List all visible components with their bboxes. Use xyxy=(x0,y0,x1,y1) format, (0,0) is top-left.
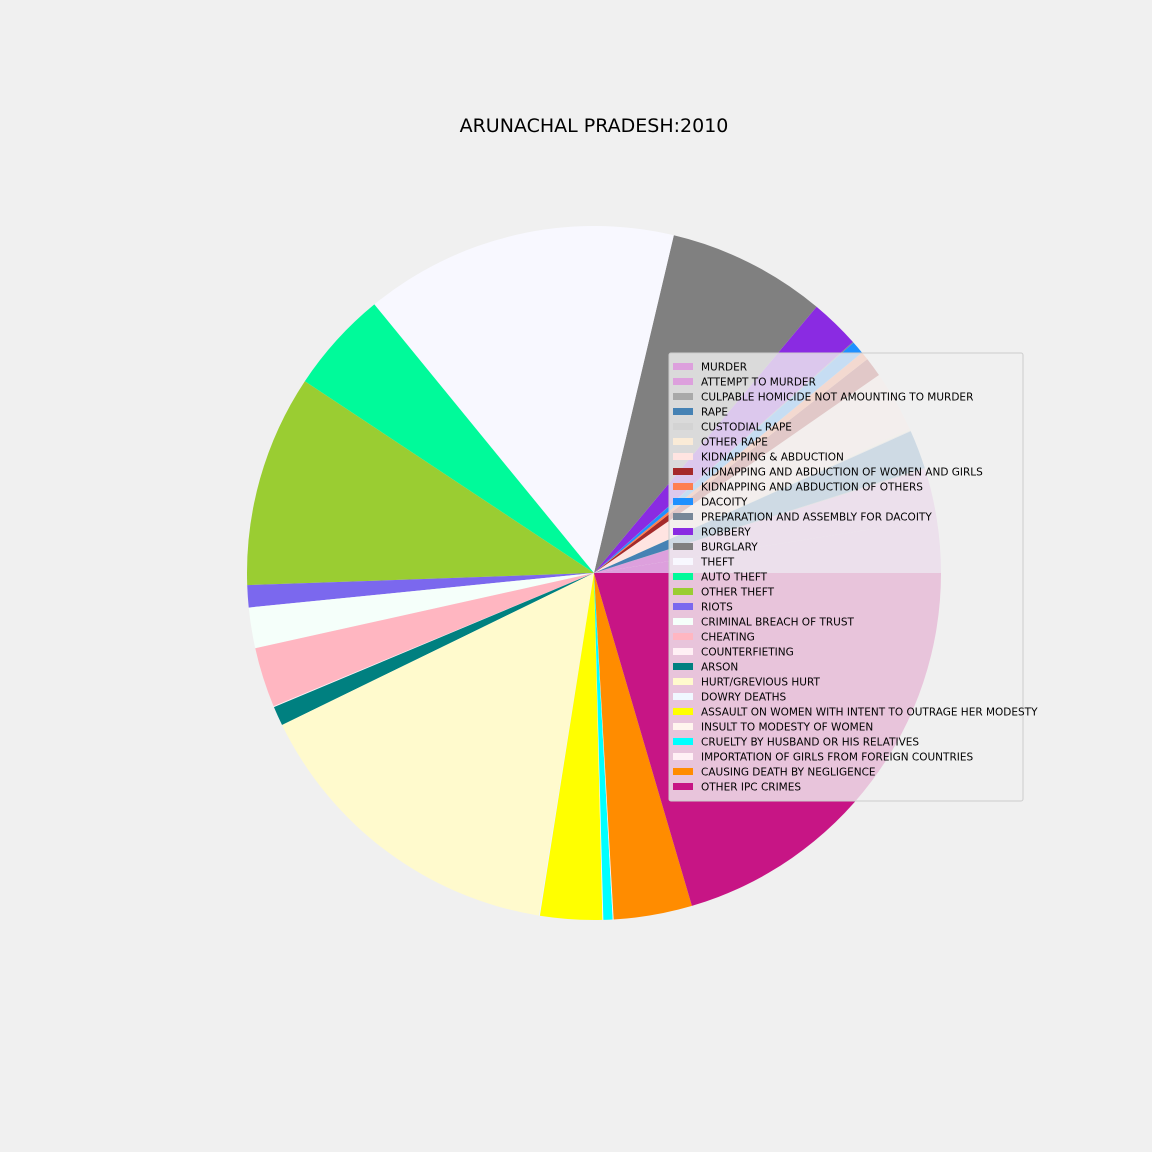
pie-slice-hurt-grevious-hurt xyxy=(282,573,594,916)
legend-label: KIDNAPPING & ABDUCTION xyxy=(701,452,844,464)
pie-slice-other-theft xyxy=(246,381,595,586)
legend-label: INSULT TO MODESTY OF WOMEN xyxy=(701,722,873,734)
legend-swatch xyxy=(673,573,693,580)
pie-slice-theft xyxy=(374,226,674,573)
pie-slice-counterfieting xyxy=(273,573,594,708)
legend-label: BURGLARY xyxy=(701,542,758,554)
legend-label: CULPABLE HOMICIDE NOT AMOUNTING TO MURDE… xyxy=(701,392,973,404)
legend-swatch xyxy=(673,513,693,520)
legend-label: ASSAULT ON WOMEN WITH INTENT TO OUTRAGE … xyxy=(701,707,1038,719)
legend-label: THEFT xyxy=(700,557,735,569)
legend-label: PREPARATION AND ASSEMBLY FOR DACOITY xyxy=(701,512,932,524)
legend-swatch xyxy=(673,408,693,415)
legend-frame xyxy=(668,352,1024,802)
legend-label: OTHER THEFT xyxy=(701,587,775,599)
legend-label: ARSON xyxy=(701,662,738,674)
legend-swatch xyxy=(673,693,693,700)
legend-label: KIDNAPPING AND ABDUCTION OF OTHERS xyxy=(701,482,923,494)
legend-label: RAPE xyxy=(701,407,728,419)
legend-swatch xyxy=(673,708,693,715)
legend-label: AUTO THEFT xyxy=(701,572,768,584)
legend-swatch xyxy=(673,498,693,505)
legend-swatch xyxy=(673,753,693,760)
legend-swatch xyxy=(673,663,693,670)
legend-swatch xyxy=(673,363,693,370)
legend-swatch xyxy=(673,528,693,535)
legend-label: MURDER xyxy=(701,362,747,374)
pie-slice-cheating xyxy=(255,573,594,707)
legend-swatch xyxy=(673,393,693,400)
legend-swatch xyxy=(673,423,693,430)
legend: MURDER ATTEMPT TO MURDER CULPABLE HOMICIDE… xyxy=(668,352,1038,802)
legend-label: CAUSING DEATH BY NEGLIGENCE xyxy=(701,767,876,779)
legend-swatch xyxy=(673,468,693,475)
pie-slice-riots xyxy=(247,573,594,608)
legend-swatch xyxy=(673,453,693,460)
pie-slice-criminal-breach-of-trust xyxy=(248,573,595,649)
legend-swatch xyxy=(673,648,693,655)
legend-swatch xyxy=(673,558,693,565)
pie-slice-auto-theft xyxy=(304,304,594,573)
legend-swatch xyxy=(673,543,693,550)
legend-label: DOWRY DEATHS xyxy=(701,692,787,704)
chart-title: ARUNACHAL PRADESH:2010 xyxy=(460,115,729,137)
legend-swatch xyxy=(673,738,693,745)
pie-slice-cruelty-by-husband-or-his-relatives xyxy=(594,573,613,920)
pie-slice-insult-to-modesty-of-women xyxy=(594,573,604,920)
legend-label: ATTEMPT TO MURDER xyxy=(701,377,816,389)
legend-label: CHEATING xyxy=(701,632,755,644)
legend-swatch xyxy=(673,603,693,610)
pie-slice-causing-death-by-negligence xyxy=(594,573,692,920)
legend-label: KIDNAPPING AND ABDUCTION OF WOMEN AND GI… xyxy=(701,467,983,479)
legend-swatch xyxy=(673,618,693,625)
legend-label: ROBBERY xyxy=(701,527,751,539)
legend-swatch xyxy=(673,633,693,640)
legend-swatch xyxy=(673,483,693,490)
legend-label: RIOTS xyxy=(701,602,733,614)
pie-slice-assault-on-women-with-intent-to-outrage-her-modesty xyxy=(539,573,603,921)
legend-swatch xyxy=(673,438,693,445)
pie-slice-arson xyxy=(273,573,594,725)
legend-swatch xyxy=(673,678,693,685)
pie-slice-dowry-deaths xyxy=(538,573,594,916)
legend-label: OTHER IPC CRIMES xyxy=(701,782,801,794)
legend-label: CRIMINAL BREACH OF TRUST xyxy=(701,617,855,629)
pie-slice-importation-of-girls-from-foreign-countries xyxy=(594,573,614,920)
legend-label: OTHER RAPE xyxy=(701,437,768,449)
legend-swatch xyxy=(673,378,693,385)
legend-label: CUSTODIAL RAPE xyxy=(701,422,792,434)
legend-swatch xyxy=(673,783,693,790)
legend-label: HURT/GREVIOUS HURT xyxy=(701,677,820,689)
legend-label: DACOITY xyxy=(701,497,748,509)
legend-label: IMPORTATION OF GIRLS FROM FOREIGN COUNTR… xyxy=(701,752,973,764)
legend-swatch xyxy=(673,588,693,595)
legend-swatch xyxy=(673,723,693,730)
legend-swatch xyxy=(673,768,693,775)
legend-label: CRUELTY BY HUSBAND OR HIS RELATIVES xyxy=(701,737,919,749)
legend-label: COUNTERFIETING xyxy=(701,647,794,659)
